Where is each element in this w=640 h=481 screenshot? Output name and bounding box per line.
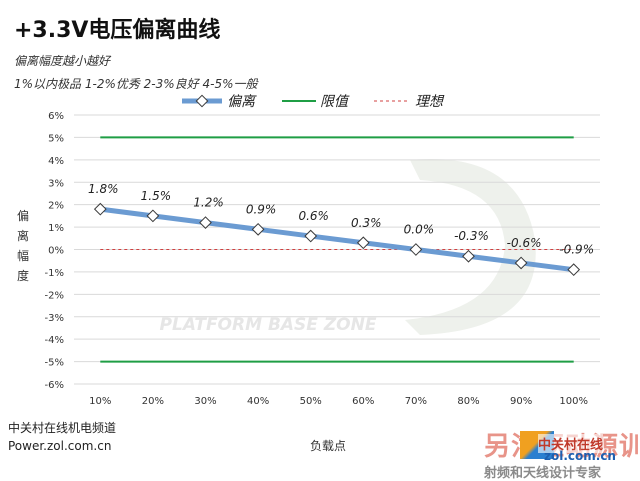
x-axis-label: 负载点 [310,439,347,453]
y-axis-ticks: 6% 5% 4% 3% 2% 1% 0% -1% -2% -3% -4% -5% -6% [45,111,64,391]
chart-note-1: 偏离幅度越小越好 [14,54,111,68]
badge-site-name: 中关村在线 [538,434,604,453]
data-point-marker [146,209,160,223]
y-tick-label: 5% [48,133,64,144]
data-label: 0.3% [351,216,382,230]
badge-site-url: zol.com.cn [544,449,616,463]
x-tick-label: 70% [405,396,427,407]
x-axis-ticks: 10% 20% 30% 40% 50% 60% 70% 80% 90% 100% [89,396,588,407]
limit-lines [100,136,574,363]
y-tick-label: 6% [48,111,64,122]
data-label: 0.9% [246,202,277,216]
x-tick-label: 50% [300,396,322,407]
x-tick-label: 90% [510,396,532,407]
legend: 偏离 限值 理想 [182,94,445,110]
y-tick-label: 0% [48,246,64,257]
data-point-marker [514,256,528,270]
deviation-series [93,202,581,277]
data-point-marker [356,236,370,250]
deviation-line [99,206,575,273]
data-label: -0.9% [559,243,594,257]
legend-deviation-label: 偏离 [227,94,257,110]
y-tick-label: -3% [45,313,64,324]
y-tick-label: 2% [48,201,64,212]
data-label: 0.0% [404,223,435,237]
site-badge: 另沽驱动源训 中关村在线 zol.com.cn 射频和天线设计专家 [484,426,640,481]
legend-limit-label: 限值 [320,94,350,110]
data-labels: 1.8% 1.5% 1.2% 0.9% 0.6% 0.3% 0.0% -0.3% -0.6% -0… [88,182,594,257]
y-tick-label: -1% [45,268,64,279]
data-point-marker [567,263,581,277]
x-tick-label: 60% [352,396,374,407]
data-point-marker [304,229,318,243]
x-tick-label: 10% [89,396,111,407]
watermark: PLATFORM BASE ZONE [160,159,536,335]
x-tick-label: 20% [142,396,164,407]
data-point-marker [93,202,107,216]
chart-title: +3.3V电压偏离曲线 [14,18,221,43]
legend-deviation-marker [195,94,209,108]
source-channel: 中关村在线机电频道 [8,421,117,435]
y-tick-label: -4% [45,335,64,346]
x-tick-label: 100% [559,396,588,407]
chart-note-2: 1%以内极品 1-2%优秀 2-3%良好 4-5%一般 [14,77,258,91]
watermark-shape [405,159,536,335]
y-tick-label: 3% [48,178,64,189]
data-point-marker [462,249,475,263]
x-tick-label: 40% [247,396,269,407]
data-label: 1.2% [193,196,224,210]
data-label: 0.6% [298,209,329,223]
y-axis-label: 偏离幅度 [16,209,29,283]
y-tick-label: -6% [45,380,64,391]
y-tick-label: -2% [45,290,64,301]
x-tick-label: 30% [194,396,216,407]
source-url: Power.zol.com.cn [8,439,112,453]
data-point-marker [251,222,265,236]
y-tick-label: 4% [48,156,64,167]
data-label: 1.5% [141,189,172,203]
y-tick-label: -5% [45,358,64,369]
data-label: -0.3% [454,229,489,243]
data-label: -0.6% [507,236,542,250]
data-label: 1.8% [88,182,119,196]
watermark-text: PLATFORM BASE ZONE [160,315,377,335]
x-tick-label: 80% [457,396,479,407]
legend-ideal-label: 理想 [415,94,445,110]
data-point-marker [409,243,423,256]
data-point-marker [199,216,212,229]
badge-tagline: 射频和天线设计专家 [484,466,602,481]
y-tick-label: 1% [48,223,64,234]
